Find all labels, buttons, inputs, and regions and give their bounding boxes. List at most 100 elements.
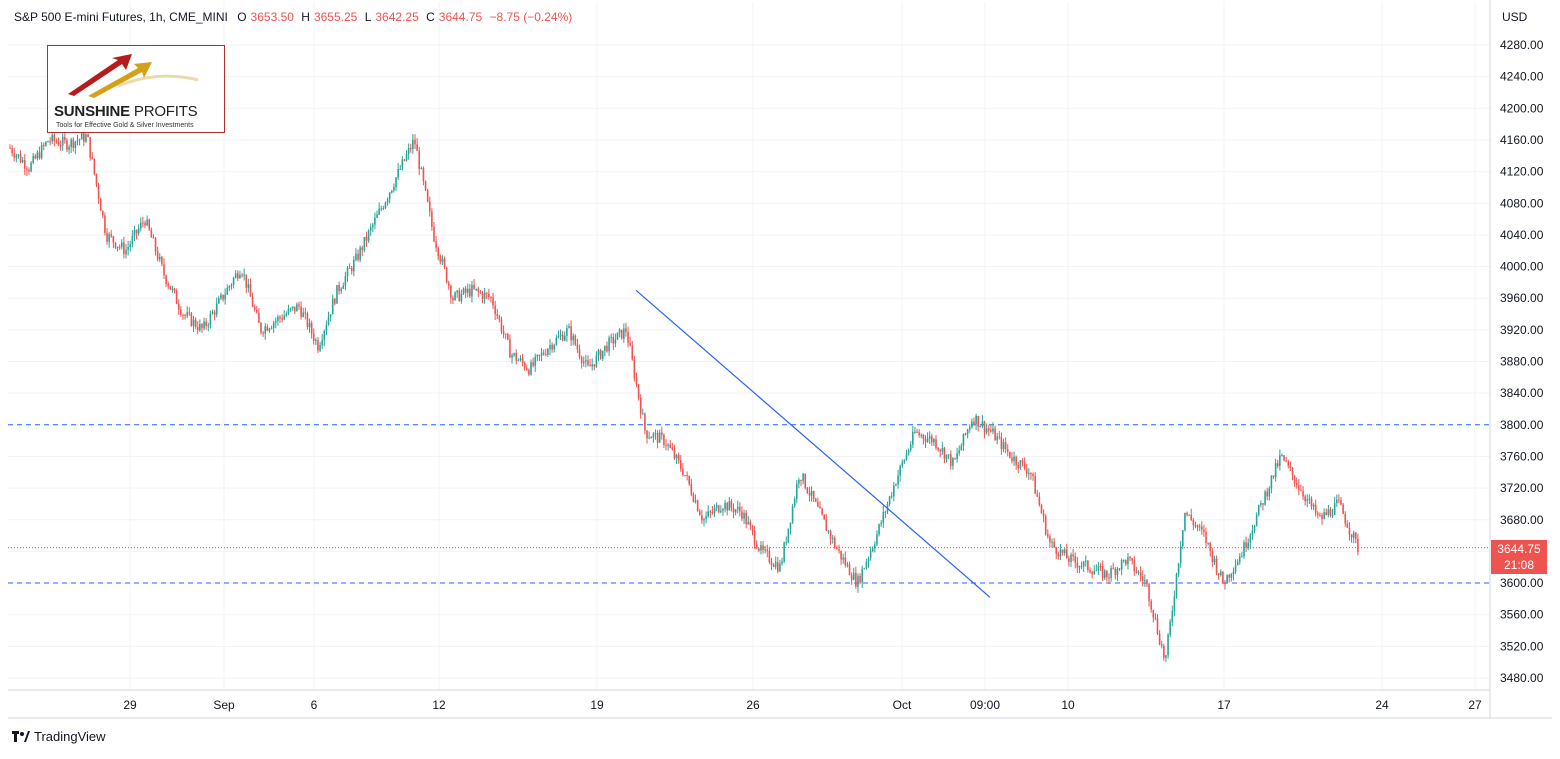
- candle-body: [1331, 514, 1334, 516]
- candle-body: [232, 277, 235, 285]
- candle-body: [112, 236, 115, 243]
- candle-body: [884, 511, 887, 513]
- logo-tagline: Tools for Effective Gold & Silver Invest…: [56, 122, 194, 129]
- candle-body: [728, 501, 731, 511]
- candle-body: [1013, 456, 1015, 462]
- horizontal-levels: [8, 424, 1490, 584]
- candle-body: [1011, 457, 1013, 462]
- candle-body: [1103, 570, 1106, 578]
- candle-body: [1357, 539, 1359, 552]
- x-tick-label: 19: [590, 698, 604, 712]
- candle-body: [428, 201, 431, 212]
- candle-body: [968, 427, 971, 430]
- candle-body: [338, 285, 340, 291]
- candle-body: [764, 549, 766, 551]
- candle-body: [1346, 523, 1349, 528]
- candle-body: [519, 358, 522, 361]
- candle-body: [901, 462, 904, 466]
- candle-body: [509, 339, 511, 358]
- candle-body: [787, 528, 790, 542]
- candle-body: [585, 360, 587, 362]
- candle-body: [45, 141, 47, 146]
- candle-body: [426, 189, 429, 202]
- high-value: 3655.25: [313, 10, 358, 24]
- candle-body: [629, 342, 631, 346]
- candle-body: [293, 306, 296, 312]
- candle-body: [574, 335, 577, 345]
- candle-body: [933, 439, 935, 443]
- candle-body: [1200, 526, 1203, 530]
- candle-body: [1019, 460, 1022, 468]
- candle-body: [682, 468, 684, 476]
- candle-body: [494, 305, 496, 315]
- candle-body: [760, 545, 762, 551]
- candle-body: [1308, 498, 1311, 500]
- candle-body: [384, 202, 387, 209]
- candle-body: [1255, 514, 1258, 527]
- candle-body: [597, 350, 600, 356]
- candle-body: [95, 173, 98, 185]
- candle-body: [146, 219, 148, 226]
- candle-body: [677, 454, 680, 461]
- candle-body: [1350, 534, 1353, 538]
- candle-body: [42, 144, 45, 146]
- candle-body: [443, 258, 446, 268]
- candle-body: [68, 146, 70, 150]
- candle-body: [513, 353, 515, 356]
- candle-body: [591, 364, 593, 367]
- candle-body: [979, 426, 982, 428]
- candle-body: [186, 312, 188, 316]
- candle-body: [190, 313, 193, 326]
- x-tick-label: 24: [1375, 698, 1389, 712]
- candle-body: [36, 152, 39, 159]
- candle-body: [447, 282, 450, 286]
- candle-body: [511, 355, 513, 358]
- candle-body: [717, 505, 720, 513]
- candle-body: [253, 306, 256, 310]
- candle-body: [1087, 560, 1089, 571]
- candle-body: [755, 544, 758, 549]
- candle-body: [1228, 574, 1231, 578]
- candle-body: [698, 511, 701, 516]
- candle-body: [1281, 455, 1283, 457]
- candle-body: [1268, 488, 1271, 497]
- candle-body: [679, 460, 682, 469]
- candle-body: [758, 548, 760, 551]
- candle-body: [914, 431, 916, 433]
- close-label: C: [426, 10, 435, 24]
- candle-body: [218, 298, 220, 304]
- candle-body: [11, 147, 13, 154]
- candle-body: [1000, 436, 1003, 450]
- candle-body: [1023, 462, 1026, 469]
- candle-body: [319, 345, 321, 351]
- tradingview-logo[interactable]: TradingView: [12, 729, 106, 744]
- candle-body: [521, 358, 524, 363]
- candle-body: [1038, 496, 1041, 505]
- candle-body: [937, 447, 939, 450]
- candle-body: [766, 549, 769, 552]
- candle-body: [536, 354, 539, 357]
- candle-body: [1352, 532, 1355, 538]
- candle-body: [192, 319, 195, 326]
- candle-body: [1108, 577, 1110, 579]
- candle-body: [994, 428, 996, 441]
- candle-body: [905, 453, 908, 460]
- candle-body: [599, 350, 602, 359]
- candle-body: [283, 315, 286, 320]
- candle-body: [1298, 485, 1300, 490]
- candle-body: [743, 512, 745, 519]
- candle-body: [102, 210, 104, 216]
- candle-body: [804, 473, 807, 489]
- candle-body: [658, 432, 661, 443]
- candle-body: [234, 273, 237, 278]
- candle-body: [298, 304, 300, 307]
- candle-body: [888, 496, 891, 505]
- candle-body: [840, 550, 842, 560]
- candle-body: [215, 303, 218, 315]
- candle-body: [1217, 573, 1220, 576]
- candle-body: [899, 465, 901, 476]
- candle-body: [614, 339, 617, 344]
- candle-body: [502, 331, 505, 334]
